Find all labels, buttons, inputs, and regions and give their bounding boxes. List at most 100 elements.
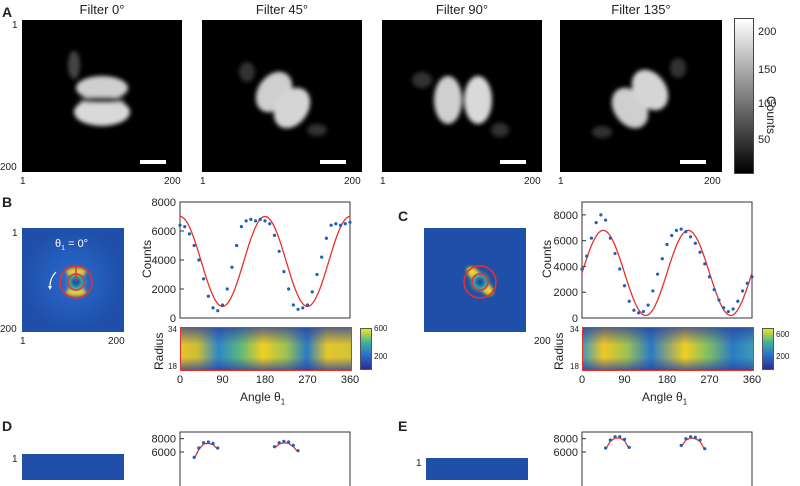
y-tick-label: 4000 [554,261,578,273]
heatmap-colorbar [762,328,774,370]
colorbar-tick: 100 [758,98,777,110]
angle-label-text: Angle θ [642,390,683,404]
data-point [253,219,258,223]
theta-annotation: θ1 = 0° [55,238,88,252]
data-point [670,233,674,238]
heatmap-cbar-tick: 600 [374,324,388,333]
panel-letter-b: B [2,194,13,210]
data-point [637,311,641,315]
y-tick-label: 2000 [152,284,176,296]
filter-45-title: Filter 45° [255,2,309,17]
panel-b-x-ticks: 0 90 180 270 360 [177,374,359,388]
angle-label-text: Angle θ [240,390,281,404]
image-axis-max-label: 200 [0,162,17,173]
data-point [731,307,735,311]
data-point [192,243,196,248]
data-point [239,225,243,229]
data-point [206,294,210,298]
image-x-min: 1 [20,176,26,187]
ring-axis-min: 1 [12,228,18,239]
y-tick-label: 6000 [152,226,176,238]
data-point [291,303,295,307]
data-point [272,445,277,449]
x-tick-label: 360 [742,374,762,386]
data-point [187,232,192,236]
filter-90-title: Filter 90° [435,2,489,17]
image-x-max: 200 [524,176,541,187]
image-x-max: 200 [344,176,361,187]
data-point [698,438,702,442]
data-point [291,443,295,447]
data-point [277,249,281,253]
fit-curve [605,437,706,451]
data-point [192,455,196,459]
data-point [594,221,598,225]
x-tick-label: 180 [657,374,677,386]
panel-b-ring-image [22,228,124,332]
plot-frame [581,431,753,486]
data-point [235,243,239,248]
heatmap-cbar-tick: 200 [374,352,388,361]
y-tick-label: 6000 [554,447,578,459]
data-point [324,236,328,240]
panel-c-x-ticks: 0 90 180 270 360 [579,374,761,388]
scale-bar [320,160,346,164]
data-point [220,303,225,307]
y-tick-label: 0 [572,313,578,325]
data-point [618,267,622,271]
image-x-min: 1 [380,176,386,187]
data-point [679,227,683,231]
data-point [750,275,754,279]
data-point [178,223,182,227]
data-point [693,435,697,439]
heatmap-cbar-tick: 200 [776,352,790,361]
ring-x-max: 200 [108,336,125,347]
data-point [717,298,721,302]
panel-letter-a: A [2,4,13,20]
radius-axis-label: Radius [552,332,566,370]
radius-tick: 18 [570,362,579,371]
x-tick-label: 360 [340,374,360,386]
y-tick-label: 8000 [554,434,578,446]
filter-0-image [22,20,182,172]
data-point [608,438,612,442]
data-point [613,435,617,439]
plot-frame [179,431,351,486]
data-point [736,299,740,303]
data-point [277,441,281,445]
y-tick-label: 0 [170,313,176,325]
data-point [305,303,310,307]
data-point [604,446,608,450]
data-point [707,275,712,279]
data-point [589,236,594,240]
data-point [689,235,693,239]
data-point [230,265,234,269]
filter-45-image [202,20,362,172]
panel-letter-e: E [398,418,408,434]
data-point [287,440,291,444]
colorbar-tick: 200 [758,26,777,38]
panel-c-radius-heatmap [582,327,754,371]
x-tick-label: 90 [216,374,229,386]
fit-curve [193,442,299,459]
ring-x-max: 200 [534,336,551,347]
heatmap-cbar-tick: 600 [776,330,790,339]
data-point [632,308,636,312]
data-point [703,447,707,451]
counts-axis-label: Counts [540,239,554,278]
data-point [320,255,324,259]
angle-axis-label: Angle θ1 [240,390,285,406]
data-point [211,306,215,310]
data-point [693,241,697,245]
panel-e-ring-image [426,458,528,480]
theta-value: = 0° [65,238,89,250]
scale-bar [500,160,526,164]
data-point [244,219,248,223]
radius-tick: 34 [168,325,177,334]
panel-c-ring-image [424,228,526,332]
radius-tick: 34 [570,325,579,334]
filter-0-title: Filter 0° [79,2,125,17]
data-point [329,223,333,227]
y-tick-label: 4000 [152,255,176,267]
